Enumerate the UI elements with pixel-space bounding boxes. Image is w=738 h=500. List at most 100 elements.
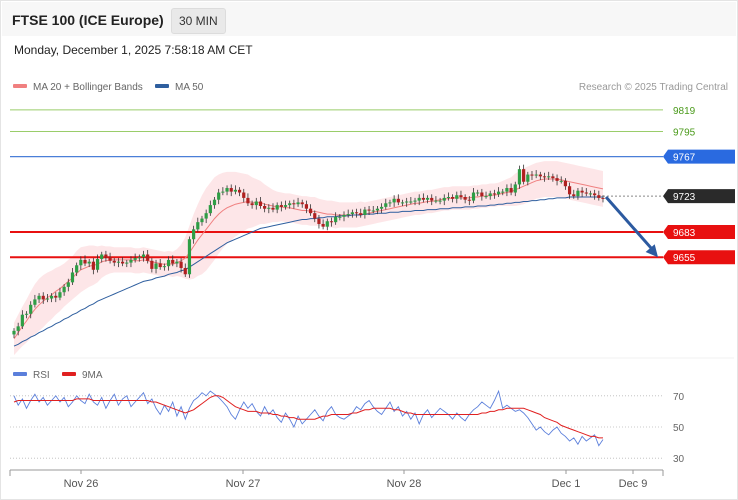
candle-body [467, 199, 471, 201]
bollinger-band [14, 161, 603, 356]
candle-body [45, 298, 50, 300]
candle-body [526, 174, 530, 182]
candle-body [175, 261, 179, 264]
candle-body [430, 197, 434, 201]
candle-body [158, 263, 162, 268]
candle-body [83, 259, 87, 264]
level-label-9795: 9795 [673, 127, 696, 138]
candle-body [405, 201, 409, 203]
candle-body [254, 201, 258, 206]
candle-body [409, 201, 413, 203]
candle-body [141, 254, 146, 258]
candle-body [534, 174, 538, 176]
candle-body [150, 260, 154, 269]
candle-body [313, 213, 317, 219]
candle-body [354, 212, 359, 214]
price-tag-9767 [663, 149, 735, 164]
level-label-9819: 9819 [673, 106, 696, 117]
candle-body [283, 205, 288, 207]
candle-body [288, 203, 292, 206]
price-tag-9723 [663, 189, 735, 204]
price-tag-9683 [663, 225, 735, 240]
candle-body [350, 212, 354, 215]
bollinger-band-layer [14, 161, 603, 356]
legend-9ma-label: 9MA [82, 370, 103, 381]
legend-swatch-ma20 [13, 84, 27, 88]
candle-body [488, 193, 492, 197]
candle-body [116, 261, 121, 263]
candle-body [334, 216, 338, 223]
candle-body [62, 286, 66, 293]
timeframe-button[interactable]: 30 MIN [171, 8, 226, 34]
candle-body [296, 202, 300, 205]
candle-body [593, 193, 597, 196]
candle-body [104, 254, 108, 258]
x-tick-label: Dec 1 [552, 478, 581, 490]
candle-body [538, 174, 542, 177]
candle-body [325, 221, 329, 227]
candle-body [522, 169, 526, 182]
price-tag-text-9767: 9767 [673, 153, 696, 164]
x-axis: Nov 26 Nov 27 Nov 28 Dec 1 Dec 9 [9, 469, 664, 490]
price-tag-9655 [663, 250, 735, 265]
candle-body [29, 304, 33, 314]
candle-body [492, 193, 496, 195]
candle-body [250, 203, 254, 206]
timestamp: Monday, December 1, 2025 7:58:18 AM CET [14, 43, 253, 57]
candle-body [601, 197, 605, 199]
candle-body [37, 295, 41, 300]
candle-body [359, 213, 363, 215]
candle-body [162, 266, 166, 268]
candle-body [237, 189, 242, 193]
price-tag-text-9655: 9655 [673, 253, 696, 264]
candle-body [501, 191, 505, 193]
candle-body [49, 295, 54, 299]
candle-body [555, 178, 559, 181]
candle-body [496, 191, 501, 195]
candle-body [271, 207, 275, 210]
rsi-line [13, 389, 604, 447]
candle-body [384, 203, 388, 207]
candle-body [70, 272, 75, 283]
rsi-tick-50: 50 [673, 423, 685, 434]
candle-body [400, 202, 405, 204]
candle-body [275, 205, 279, 210]
legend-swatch-9ma [62, 372, 76, 376]
price-tags-layer: 9819 9795 9767 9723 9683 9655 [663, 106, 735, 265]
candle-body [463, 197, 467, 200]
candle-body [166, 259, 171, 267]
candle-body [133, 258, 137, 260]
candle-body [392, 198, 396, 203]
candle-body [112, 260, 116, 263]
candle-body [171, 259, 175, 264]
candle-body [154, 263, 158, 269]
credit-text: Research © 2025 Trading Central [579, 82, 728, 93]
candle-body [476, 192, 480, 194]
candle-body [187, 239, 192, 275]
candle-body [434, 200, 438, 202]
candle-body [438, 200, 442, 202]
candle-body [183, 267, 187, 275]
x-tick-label: Nov 27 [226, 478, 261, 490]
candle-body [108, 257, 112, 261]
rsi-tick-30: 30 [673, 454, 685, 465]
candle-body [363, 209, 367, 215]
x-tick-label: Nov 28 [387, 478, 422, 490]
candle-body [137, 257, 141, 259]
candle-body [91, 261, 95, 270]
candle-body [229, 188, 233, 192]
candle-body [542, 176, 547, 178]
candle-body [79, 259, 83, 266]
candle-body [480, 192, 484, 197]
candle-body [425, 197, 430, 200]
candle-body [559, 180, 563, 182]
candle-body [471, 192, 476, 201]
candle-body [75, 265, 79, 273]
candles-layer [12, 164, 605, 339]
candle-body [179, 261, 183, 268]
candle-body [33, 299, 37, 305]
candle-body [367, 209, 371, 211]
candle-body [580, 190, 584, 193]
rsi-tick-70: 70 [673, 392, 685, 403]
